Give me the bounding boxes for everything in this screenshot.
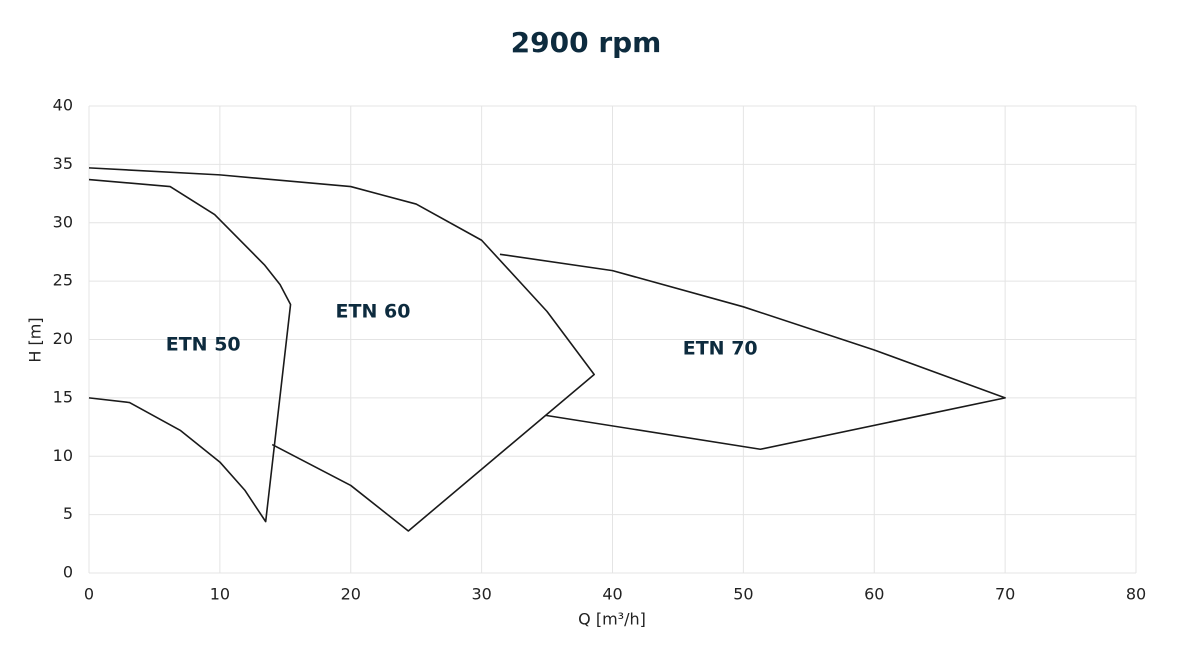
x-tick-label: 10 — [210, 585, 230, 604]
y-tick-label: 0 — [63, 563, 73, 582]
x-tick-label: 60 — [864, 585, 884, 604]
x-tick-label: 20 — [341, 585, 361, 604]
y-tick-label: 35 — [53, 154, 73, 173]
y-tick-label: 25 — [53, 271, 73, 290]
x-tick-label: 40 — [602, 585, 622, 604]
x-tick-label: 70 — [995, 585, 1015, 604]
range-outline — [88, 178, 292, 523]
y-axis-label: H [m] — [26, 317, 45, 362]
x-tick-label: 80 — [1126, 585, 1146, 604]
range-outline — [88, 167, 595, 532]
y-tick-label: 15 — [53, 387, 73, 406]
y-tick-label: 5 — [63, 504, 73, 523]
y-tick-label: 10 — [53, 446, 73, 465]
area-label: ETN 50 — [166, 333, 241, 355]
chart-title: 2900 rpm — [511, 26, 662, 59]
y-tick-label: 30 — [53, 212, 73, 231]
y-tick-label: 20 — [53, 329, 73, 348]
range-outline — [499, 253, 1006, 451]
area-label: ETN 60 — [336, 301, 411, 323]
area-label: ETN 70 — [683, 338, 758, 360]
x-tick-label: 50 — [733, 585, 753, 604]
x-axis-label: Q [m³/h] — [578, 610, 646, 629]
x-tick-label: 0 — [84, 585, 94, 604]
x-tick-label: 30 — [471, 585, 491, 604]
y-tick-label: 40 — [53, 96, 73, 115]
